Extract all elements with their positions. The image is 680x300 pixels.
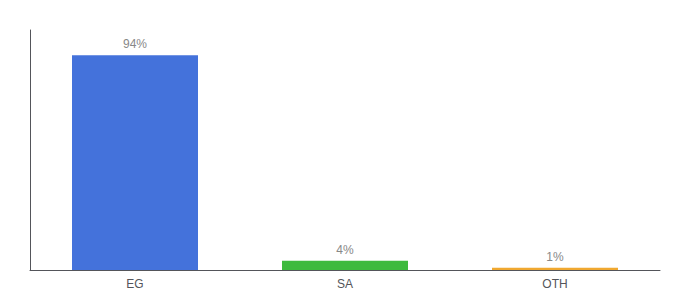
svg-text:OTH: OTH	[542, 277, 567, 291]
svg-text:EG: EG	[126, 277, 143, 291]
svg-text:4%: 4%	[336, 243, 354, 257]
svg-text:SA: SA	[337, 277, 353, 291]
svg-text:94%: 94%	[123, 37, 147, 51]
svg-text:1%: 1%	[546, 250, 564, 264]
